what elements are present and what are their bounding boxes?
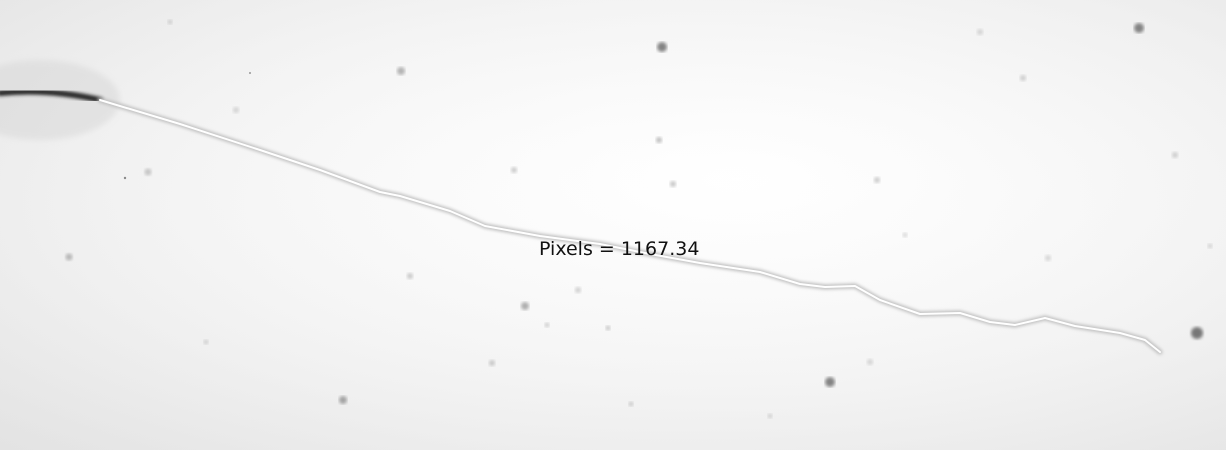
speck <box>657 42 667 52</box>
speck <box>977 29 983 35</box>
speck <box>1134 23 1144 33</box>
speck <box>511 167 517 173</box>
speck <box>407 273 413 279</box>
speck <box>544 322 550 328</box>
speck <box>767 413 773 419</box>
measurement-trace <box>99 99 1161 353</box>
speck <box>249 72 251 74</box>
speck <box>902 232 908 238</box>
speck <box>874 177 880 183</box>
speck <box>339 396 347 404</box>
fiber-strand <box>0 88 103 103</box>
speck <box>656 137 662 143</box>
speck <box>575 287 581 293</box>
speck <box>521 302 529 310</box>
speck <box>867 359 873 365</box>
speck <box>65 253 73 261</box>
speck <box>489 360 495 366</box>
speck <box>825 377 835 387</box>
speck <box>167 19 173 25</box>
fiber-halo <box>0 60 120 140</box>
speck <box>628 401 634 407</box>
speck <box>670 181 676 187</box>
speck <box>1045 255 1051 261</box>
speck <box>203 339 209 345</box>
measurement-label: Pixels = 1167.34 <box>539 238 700 260</box>
speck <box>144 168 152 176</box>
speck <box>397 67 405 75</box>
background-specks <box>65 19 1213 419</box>
speck <box>233 107 239 113</box>
speck <box>605 325 611 331</box>
speck <box>123 176 127 180</box>
speck <box>1172 152 1178 158</box>
speck <box>1191 327 1203 339</box>
speck <box>1020 75 1026 81</box>
speck <box>1207 243 1213 249</box>
